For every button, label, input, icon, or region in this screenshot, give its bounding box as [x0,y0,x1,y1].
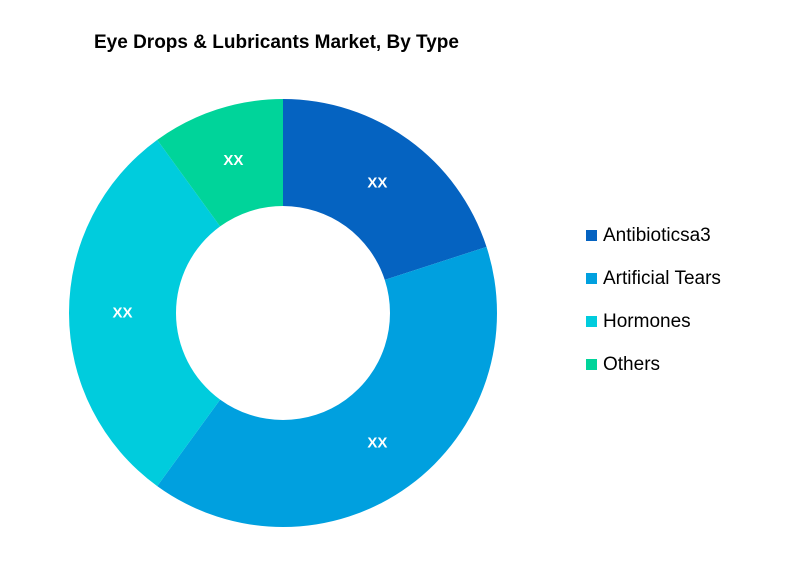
legend-swatch [586,273,597,284]
legend-item: Artificial Tears [586,257,721,300]
chart-title: Eye Drops & Lubricants Market, By Type [94,32,459,53]
legend-swatch [586,230,597,241]
legend-label: Others [603,353,661,375]
legend-label: Artificial Tears [603,267,721,289]
legend-label: Antibioticsa3 [603,224,711,246]
legend-item: Hormones [586,300,721,343]
legend-swatch [586,316,597,327]
donut-slice-hormones [68,139,221,487]
donut-slice-others [157,99,283,227]
legend-item: Antibioticsa3 [586,214,721,257]
data-label: XX [112,305,132,322]
legend-label: Hormones [603,310,691,332]
donut-slice-artificial-tears [157,246,498,527]
data-label: XX [367,434,387,451]
donut-slice-antibioticsa3 [283,99,487,280]
data-label: XX [367,175,387,192]
legend-item: Others [586,343,721,386]
legend: Antibioticsa3 Artificial Tears Hormones Oth… [586,214,721,386]
data-label: XX [223,152,243,169]
legend-swatch [586,359,597,370]
